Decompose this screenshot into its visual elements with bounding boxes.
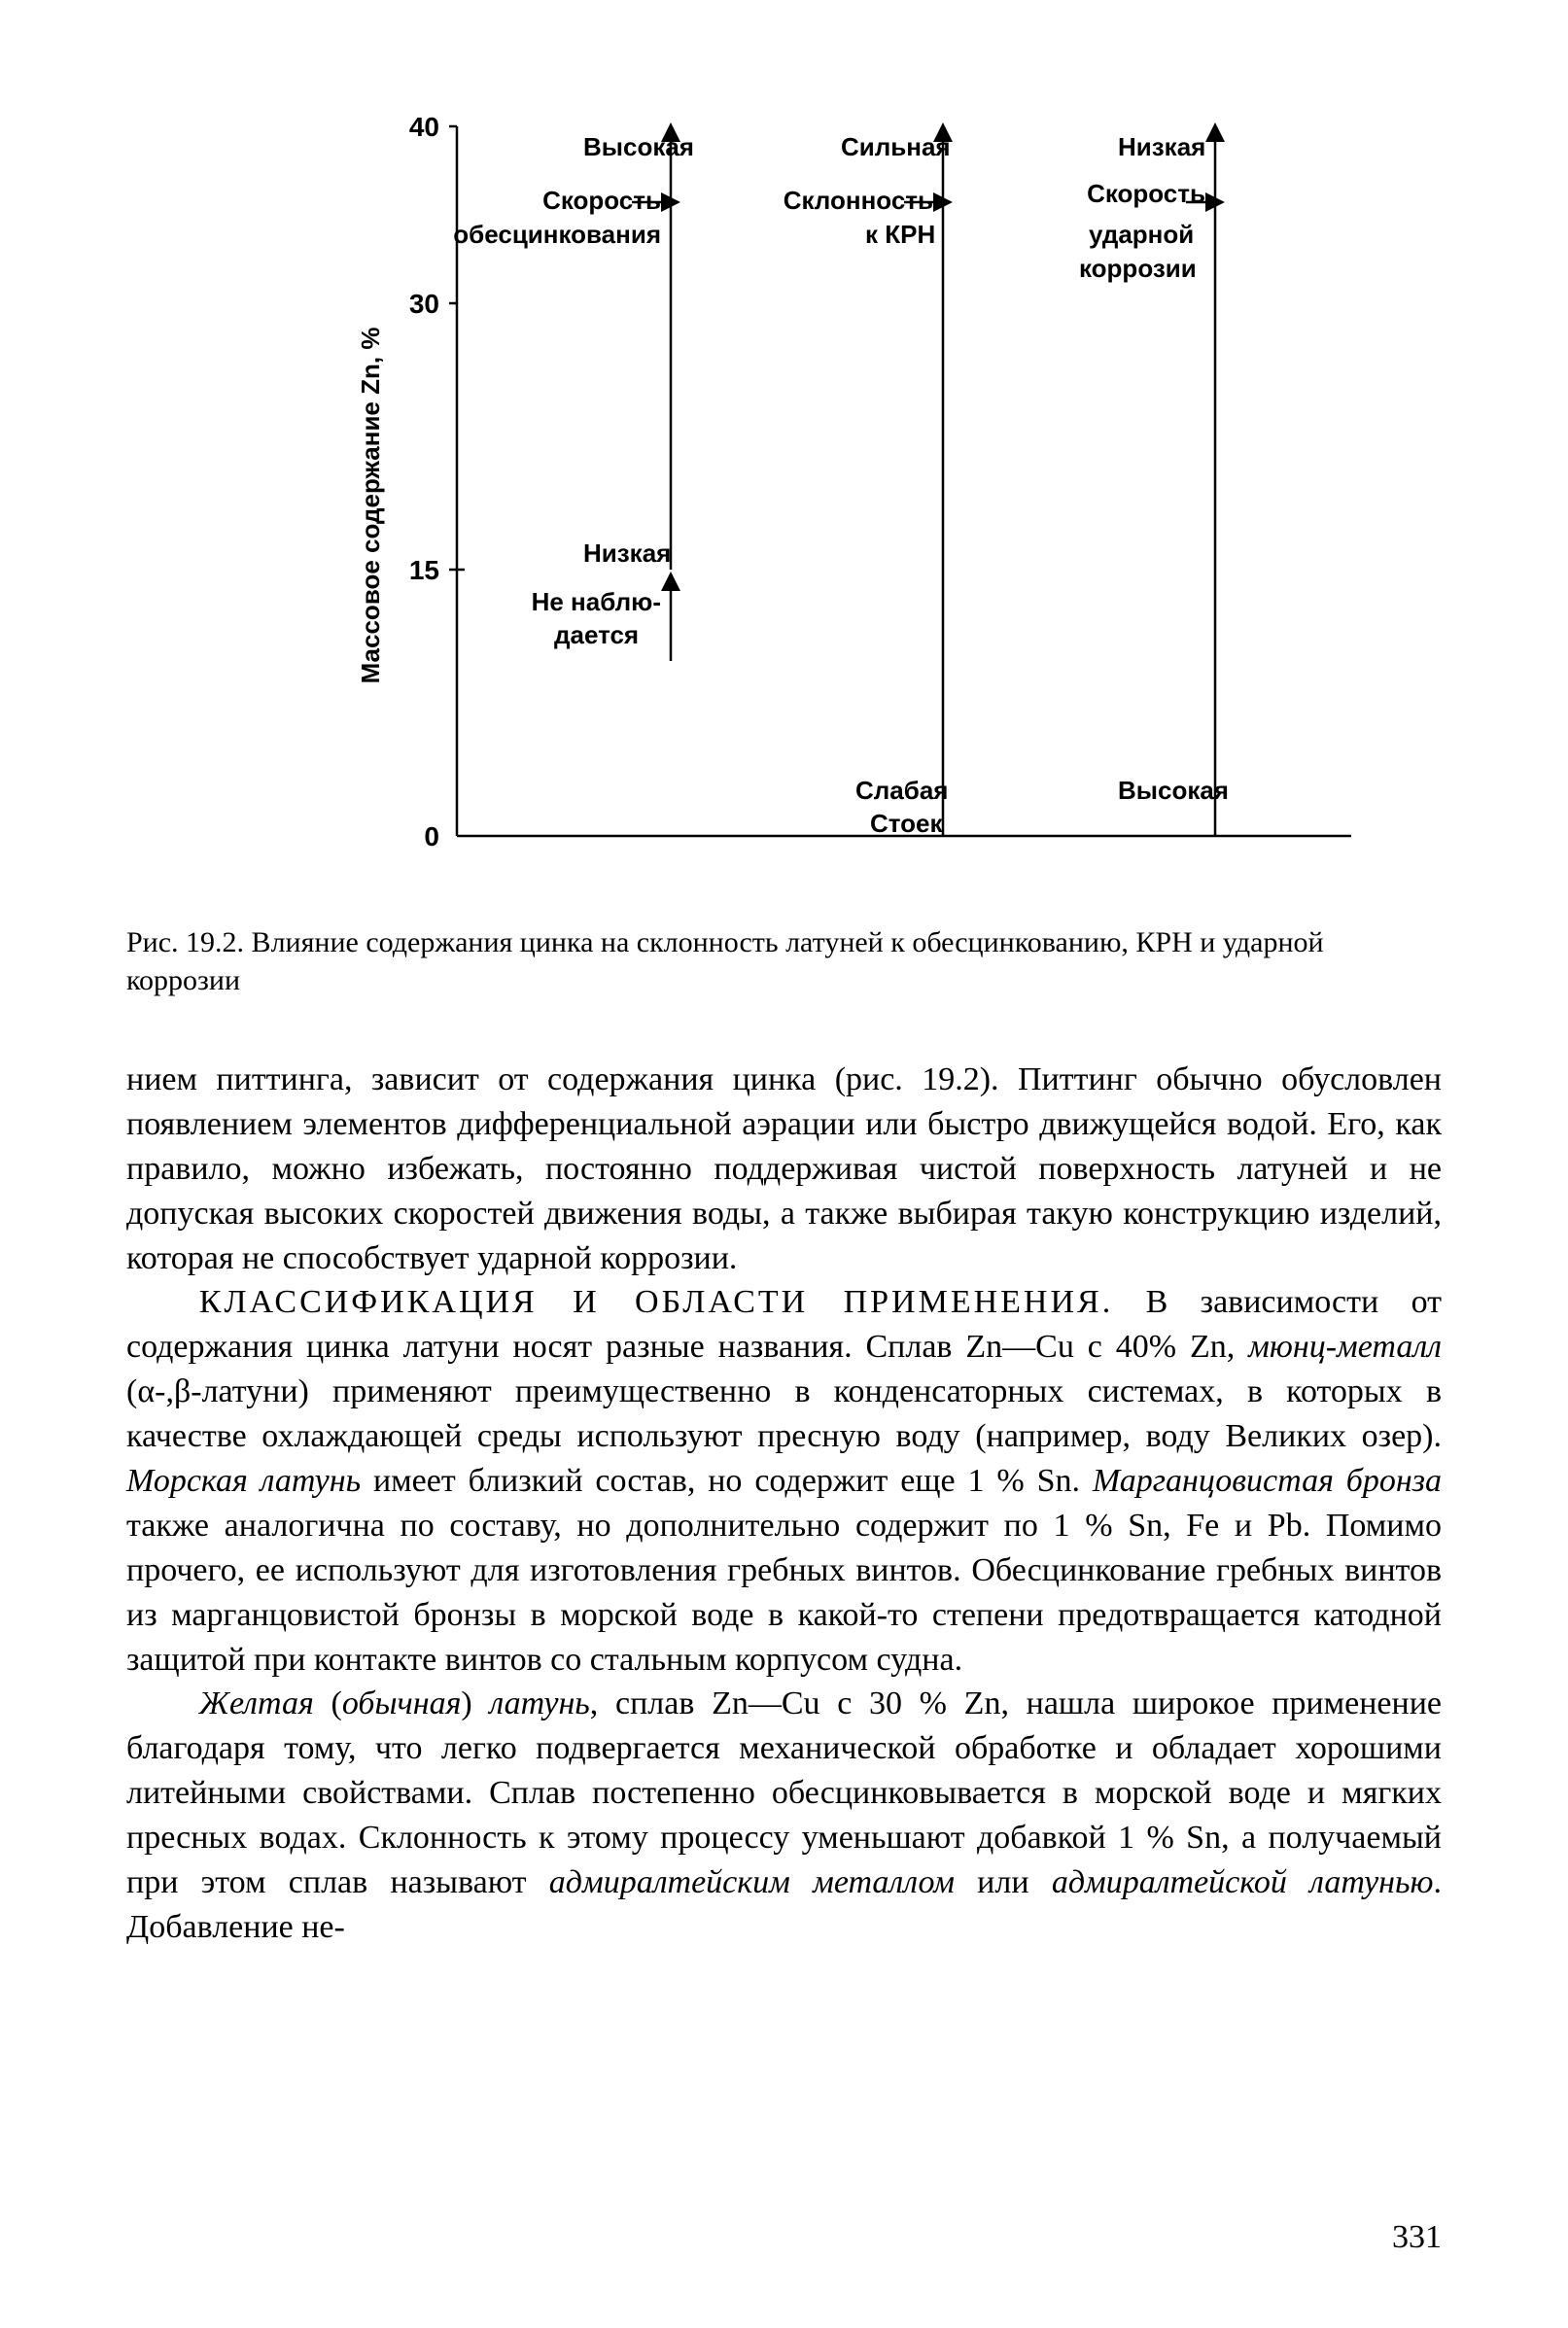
paragraph-3: Желтая (обычная) латунь, сплав Zn—Cu с 3… — [126, 1682, 1442, 1949]
col2-mid1: Склонность — [784, 186, 933, 215]
term-italic: Желтая — [199, 1685, 314, 1721]
col1-mid-15: Низкая — [583, 539, 671, 568]
col1-mid2: обесцинкования — [453, 220, 661, 249]
col3-mid3: коррозии — [1079, 254, 1197, 283]
text-run: или — [955, 1864, 1052, 1900]
figure-19-2: 40 30 15 0 Массовое содержание Zn, % Выс… — [340, 87, 1410, 894]
y-tick-label: 15 — [409, 555, 439, 585]
col1-top-label: Высокая — [583, 132, 694, 161]
col2-top-label: Сильная — [841, 132, 951, 161]
text-run: ) — [461, 1685, 489, 1721]
term-italic: латунь — [489, 1685, 589, 1721]
section-heading: КЛАССИФИКАЦИЯ И ОБЛАСТИ ПРИМЕНЕНИЯ. — [199, 1284, 1113, 1320]
text-run: имеет близкий состав, но содержит еще 1 … — [361, 1463, 1093, 1499]
col3-mid1: Скорость — [1087, 179, 1205, 208]
paragraph-1: нием питтинга, зависит от содержания цин… — [126, 1058, 1442, 1280]
term-italic: обычная — [342, 1685, 462, 1721]
y-tick-label: 30 — [409, 289, 439, 319]
y-axis-label: Массовое содержание Zn, % — [356, 328, 385, 684]
term-italic: адмиралтейской латунью — [1052, 1864, 1434, 1900]
text-run: (α-,β-латуни) применяют преимущественно … — [126, 1373, 1442, 1454]
paragraph-2: КЛАССИФИКАЦИЯ И ОБЛАСТИ ПРИМЕНЕНИЯ. В за… — [126, 1280, 1442, 1682]
term-italic: Морская латунь — [126, 1463, 361, 1499]
page-number: 331 — [1392, 2215, 1442, 2260]
term-italic: Марганцовистая бронза — [1093, 1463, 1442, 1499]
y-tick-label: 40 — [409, 112, 439, 142]
col1-mid1: Скорость — [542, 186, 661, 215]
col2-bottom1: Слабая — [855, 776, 948, 805]
text-run: также аналогична по составу, но дополнит… — [126, 1508, 1442, 1678]
col3-top-label: Низкая — [1118, 132, 1205, 161]
figure-svg: 40 30 15 0 Массовое содержание Zn, % Выс… — [340, 87, 1410, 894]
col2-mid2: к КРН — [865, 220, 935, 249]
col1-below2: дается — [554, 620, 639, 649]
term-italic: адмиралтейским металлом — [549, 1864, 955, 1900]
col3-bottom1: Высокая — [1118, 776, 1229, 805]
col1-below1: Не наблю- — [532, 587, 661, 616]
figure-caption: Рис. 19.2. Влияние содержания цинка на с… — [126, 923, 1442, 999]
y-tick-label: 0 — [424, 821, 439, 851]
text-run: ( — [314, 1685, 342, 1721]
col2-bottom2: Стоек — [870, 809, 944, 838]
col3-mid2: ударной — [1089, 220, 1194, 249]
term-italic: мюнц-металл — [1248, 1329, 1442, 1365]
